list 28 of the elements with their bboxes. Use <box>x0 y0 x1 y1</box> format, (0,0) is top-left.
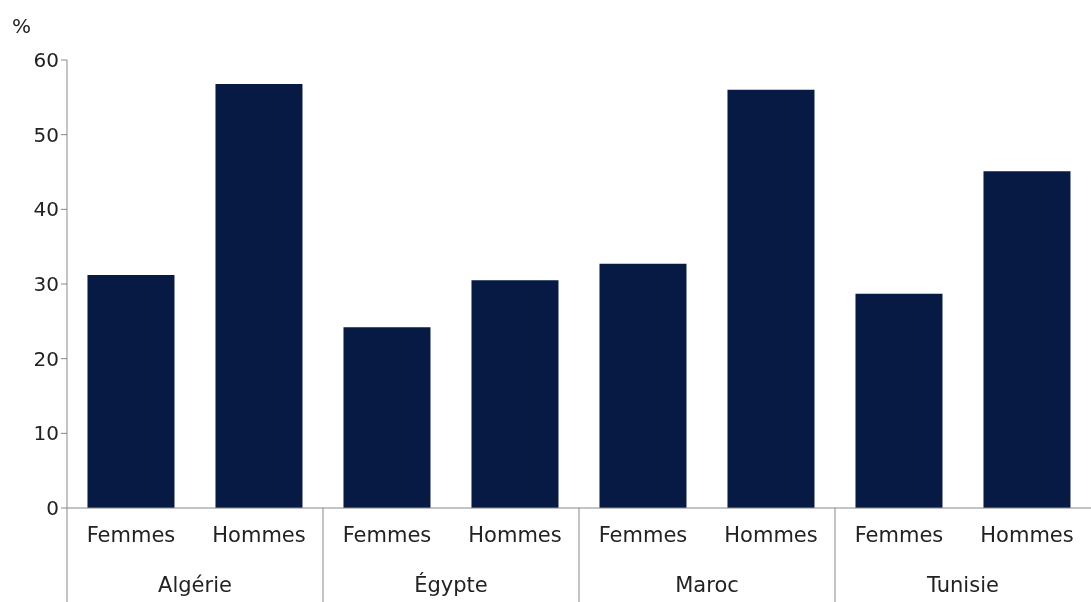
x-tick-label: Femmes <box>342 523 432 547</box>
x-tick-label: Femmes <box>854 523 944 547</box>
y-tick-label: 40 <box>33 197 59 222</box>
x-tick-label: Femmes <box>86 523 176 547</box>
y-tick-label: 20 <box>33 346 59 371</box>
text: Tunisie <box>926 573 999 597</box>
x-tick-label: Hommes <box>468 523 562 547</box>
text: Algérie <box>158 573 232 597</box>
bar <box>599 263 687 508</box>
y-tick-label: 30 <box>33 272 59 297</box>
text: Égypte <box>414 572 488 597</box>
bar <box>343 327 431 508</box>
x-tick-label: Hommes <box>724 523 818 547</box>
bar <box>215 83 303 508</box>
bar <box>471 280 559 508</box>
y-tick-label: 10 <box>33 421 59 446</box>
y-axis-title: % <box>12 14 32 38</box>
y-tick-label: 60 <box>33 48 59 73</box>
y-tick-label: 0 <box>46 496 59 521</box>
x-tick-label: Femmes <box>598 523 688 547</box>
bar <box>855 293 943 508</box>
bar <box>983 171 1071 508</box>
y-tick-label: 50 <box>33 122 59 147</box>
x-tick-label: Hommes <box>980 523 1074 547</box>
bar <box>87 275 175 508</box>
text: Maroc <box>675 573 739 597</box>
x-tick-label: Hommes <box>212 523 306 547</box>
bar <box>727 89 815 508</box>
